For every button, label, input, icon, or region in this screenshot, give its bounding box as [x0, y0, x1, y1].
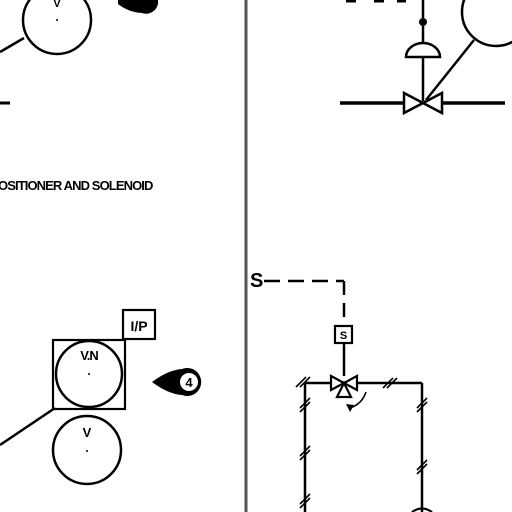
lower-instrument-tag: V	[83, 425, 92, 440]
positioner-tag: V.N	[80, 348, 98, 363]
top-note-callout	[118, 0, 159, 14]
ip-box: I/P	[121, 308, 157, 341]
control-valve-assembly	[340, 0, 505, 116]
solenoid-box: S	[333, 324, 354, 376]
tubing-loop	[295, 376, 433, 512]
top-instrument-bubble: V	[0, 0, 93, 56]
left-panel: V OSITIONER AND SOLENOID I/P V.N 4	[0, 0, 202, 486]
ip-box-label: I/P	[130, 318, 147, 334]
note-callout: 4	[152, 368, 202, 397]
solenoid-signal-line: S	[250, 270, 346, 325]
right-panel: S S	[250, 0, 512, 512]
lower-instrument-bubble: V	[0, 406, 123, 486]
signal-break-symbol: S	[250, 270, 263, 292]
top-instrument-tag: V	[53, 0, 61, 10]
positioner-instrument: V.N	[51, 338, 127, 411]
upper-right-instrument-bubble	[425, 0, 512, 101]
section-title: OSITIONER AND SOLENOID	[0, 178, 153, 193]
solenoid-label: S	[340, 330, 347, 342]
note-callout-number: 4	[185, 375, 193, 390]
